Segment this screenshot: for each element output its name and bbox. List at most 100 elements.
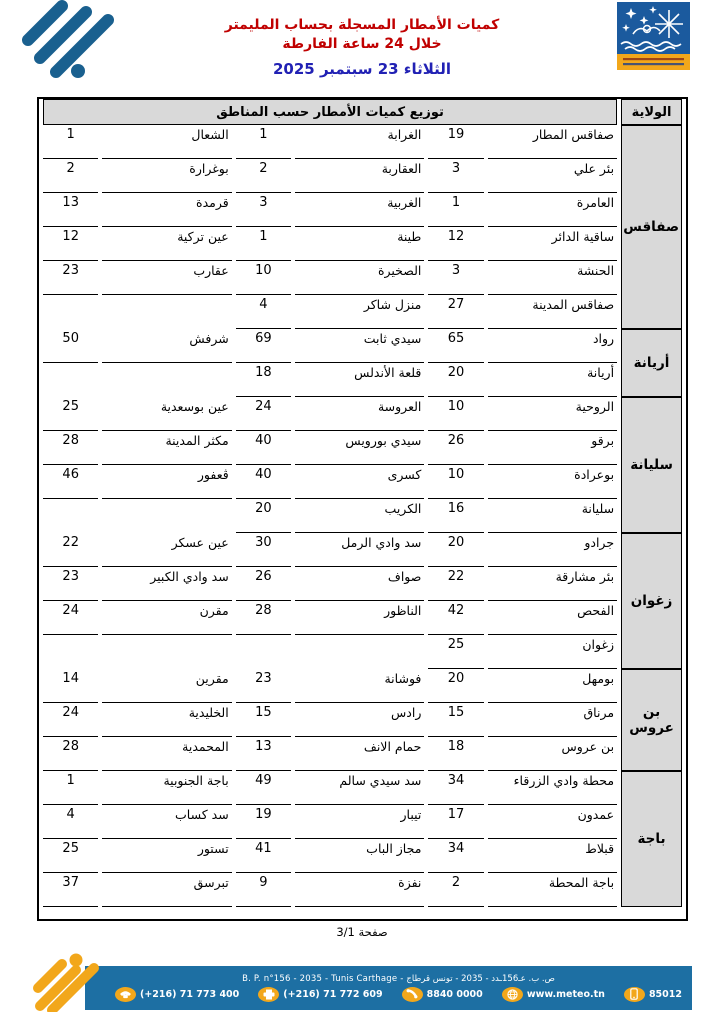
- station-value-cell: 34: [428, 839, 484, 873]
- station-name-cell: المحمدية: [102, 737, 232, 771]
- title-line1: كميات الأمطار المسجلة بحساب المليمتر: [224, 17, 500, 33]
- table-row: برقو 26 سيدي بورويس 40 مكثر المدينة 28: [43, 431, 682, 465]
- station-value-cell: 28: [43, 431, 99, 465]
- contact-label: (+216) 71 773 400: [140, 988, 240, 1000]
- wilaya-cell: بن عروس: [621, 669, 682, 771]
- station-name-cell: العقاربة: [295, 159, 425, 193]
- table-row: باجة المحطة 2 نفزة 9 تبرسق 37: [43, 873, 682, 907]
- station-value-cell: 37: [43, 873, 99, 907]
- station-name-cell: تبرسق: [102, 873, 232, 907]
- station-value-cell: 13: [235, 737, 292, 771]
- station-value-cell: 25: [43, 839, 99, 873]
- table-row: أريانة 20 قلعة الأندلس 18: [43, 363, 682, 397]
- station-name-cell: ساقية الدائر: [487, 227, 618, 261]
- station-value-cell: 20: [428, 533, 484, 567]
- meteo-emblem-icon: [617, 2, 690, 70]
- table-row: بئر علي 3 العقاربة 2 بوغرارة 2: [43, 159, 682, 193]
- station-value-cell: 25: [43, 397, 99, 431]
- table-header-row: الولاية توزيع كميات الأمطار حسب المناطق: [43, 99, 682, 125]
- table-row: بن عروس 18 حمام الانف 13 المحمدية 28: [43, 737, 682, 771]
- station-name-cell: تيبار: [295, 805, 425, 839]
- station-name-cell: العروسة: [295, 397, 425, 431]
- stripes-icon: [22, 0, 114, 78]
- station-name-cell: الخليدية: [102, 703, 232, 737]
- station-name-cell: زغوان: [487, 635, 618, 669]
- station-value-cell: 49: [235, 771, 292, 805]
- station-name-cell: الفحص: [487, 601, 618, 635]
- station-value-cell: 3: [428, 159, 484, 193]
- station-value-cell: 42: [428, 601, 484, 635]
- station-name-cell: صفاقس المدينة: [487, 295, 618, 329]
- station-value-cell: 3: [428, 261, 484, 295]
- station-value-cell: 3: [235, 193, 292, 227]
- station-value-cell: 4: [235, 295, 292, 329]
- station-value-cell: 24: [43, 703, 99, 737]
- station-value-cell: 26: [428, 431, 484, 465]
- station-value-cell: 20: [428, 363, 484, 397]
- station-name-cell: العامرة: [487, 193, 618, 227]
- callcenter-icon: [401, 986, 423, 1002]
- station-value-cell: [236, 635, 291, 669]
- station-name-cell: الحنشة: [487, 261, 618, 295]
- wilaya-cell: صفاقس: [621, 125, 682, 329]
- station-name-cell: ڨعفور: [102, 465, 232, 499]
- station-name-cell: مقرن: [102, 601, 232, 635]
- station-value-cell: 19: [235, 805, 292, 839]
- table-row: قبلاط 34 مجاز الباب 41 تستور 25: [43, 839, 682, 873]
- station-name-cell: الشعال: [102, 125, 232, 159]
- station-name-cell: عين بوسعدية: [102, 397, 232, 431]
- rainfall-table: الولاية توزيع كميات الأمطار حسب المناطق …: [37, 97, 688, 921]
- wilaya-cell: سليانة: [621, 397, 682, 533]
- station-name-cell: سد وادي الرمل: [295, 533, 425, 567]
- table-row: سليانة 16 الكريب 20: [43, 499, 682, 533]
- station-name-cell: تستور: [102, 839, 232, 873]
- station-value-cell: 23: [43, 567, 99, 601]
- table-row: صفاقس المدينة 27 منزل شاكر 4: [43, 295, 682, 329]
- contact-item: 85012: [623, 986, 682, 1002]
- table-row: الفحص 42 الناظور 28 مقرن 24: [43, 601, 682, 635]
- station-value-cell: 26: [235, 567, 292, 601]
- station-value-cell: 34: [428, 771, 484, 805]
- wilaya-header: الولاية: [621, 99, 682, 125]
- station-name-cell: سيدي ثابت: [295, 329, 425, 363]
- table-row: مرناق 15 رادس 15 الخليدية 24: [43, 703, 682, 737]
- table-row: بوعرادة 10 كسرى 40 ڨعفور 46: [43, 465, 682, 499]
- contact-label: www.meteo.tn: [526, 988, 605, 1000]
- contact-label: (+216) 71 772 609: [283, 988, 383, 1000]
- station-name-cell: بن عروس: [487, 737, 618, 771]
- station-value-cell: 20: [428, 669, 484, 703]
- station-name-cell: الغربية: [295, 193, 425, 227]
- station-value-cell: 19: [428, 125, 484, 159]
- station-value-cell: 2: [43, 159, 99, 193]
- table-row: سليانة الروحية 10 العروسة 24 عين بوسعدية 25: [43, 397, 682, 533]
- station-name-cell: الصخيرة: [295, 261, 425, 295]
- station-value-cell: 22: [43, 533, 99, 567]
- contact-label: 85012: [648, 988, 682, 1000]
- station-name-cell: [102, 363, 231, 397]
- station-value-cell: 2: [235, 159, 292, 193]
- footer-stripes-logo: [32, 950, 116, 1016]
- station-name-cell: قلعة الأندلس: [295, 363, 425, 397]
- station-name-cell: مكثر المدينة: [102, 431, 232, 465]
- station-value-cell: 10: [428, 397, 484, 431]
- contact-item: (+216) 71 773 400: [115, 986, 240, 1002]
- station-name-cell: حمام الانف: [295, 737, 425, 771]
- station-name-cell: بوغرارة: [102, 159, 232, 193]
- contact-item: www.meteo.tn: [501, 986, 605, 1002]
- station-name-cell: سد كساب: [102, 805, 232, 839]
- station-value-cell: 25: [428, 635, 484, 669]
- table-row: بن عروس بومهل 20 فوشانة 23 مقرين 14: [43, 669, 682, 771]
- inm-stripes-logo: [16, 0, 120, 84]
- station-name-cell: رواد: [487, 329, 618, 363]
- table-row: الحنشة 3 الصخيرة 10 عقارب 23: [43, 261, 682, 295]
- station-value-cell: 40: [235, 465, 292, 499]
- station-name-cell: عمدون: [487, 805, 618, 839]
- station-value-cell: [43, 295, 98, 329]
- station-value-cell: 18: [428, 737, 484, 771]
- page-title: كميات الأمطار المسجلة بحساب المليمتر خلا…: [0, 16, 724, 54]
- sms-icon: [623, 986, 645, 1002]
- station-value-cell: 46: [43, 465, 99, 499]
- station-value-cell: 23: [43, 261, 99, 295]
- table-row: أريانة رواد 65 سيدي ثابت 69 شرفش 50: [43, 329, 682, 397]
